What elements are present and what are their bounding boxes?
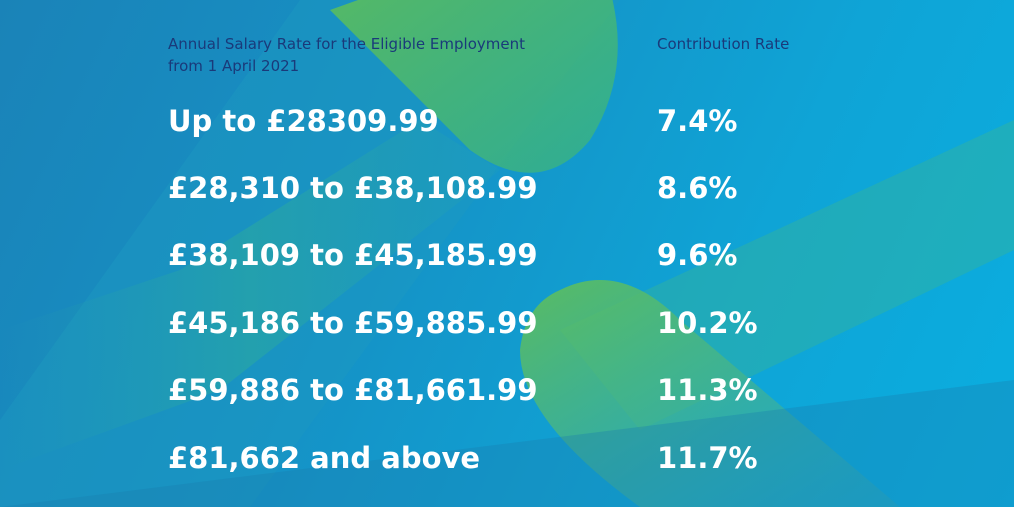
contribution-rate-2: 8.6% — [657, 171, 738, 205]
contribution-rate-3: 9.6% — [657, 238, 738, 272]
salary-header-line-1: Annual Salary Rate for the Eligible Empl… — [168, 35, 525, 53]
contribution-rate-6: 11.7% — [657, 441, 758, 475]
salary-header-line-2: from 1 April 2021 — [168, 57, 300, 75]
contribution-rate-5: 11.3% — [657, 373, 758, 407]
salary-band-6: £81,662 and above — [168, 441, 481, 475]
rate-column-header: Contribution Rate — [657, 35, 790, 53]
salary-band-2: £28,310 to £38,108.99 — [168, 171, 538, 205]
salary-band-3: £38,109 to £45,185.99 — [168, 238, 538, 272]
salary-band-1: Up to £28309.99 — [168, 104, 439, 138]
contribution-rate-1: 7.4% — [657, 104, 738, 138]
contribution-rate-4: 10.2% — [657, 306, 758, 340]
salary-band-4: £45,186 to £59,885.99 — [168, 306, 538, 340]
salary-band-5: £59,886 to £81,661.99 — [168, 373, 538, 407]
salary-column-header: Annual Salary Rate for the Eligible Empl… — [168, 33, 638, 77]
